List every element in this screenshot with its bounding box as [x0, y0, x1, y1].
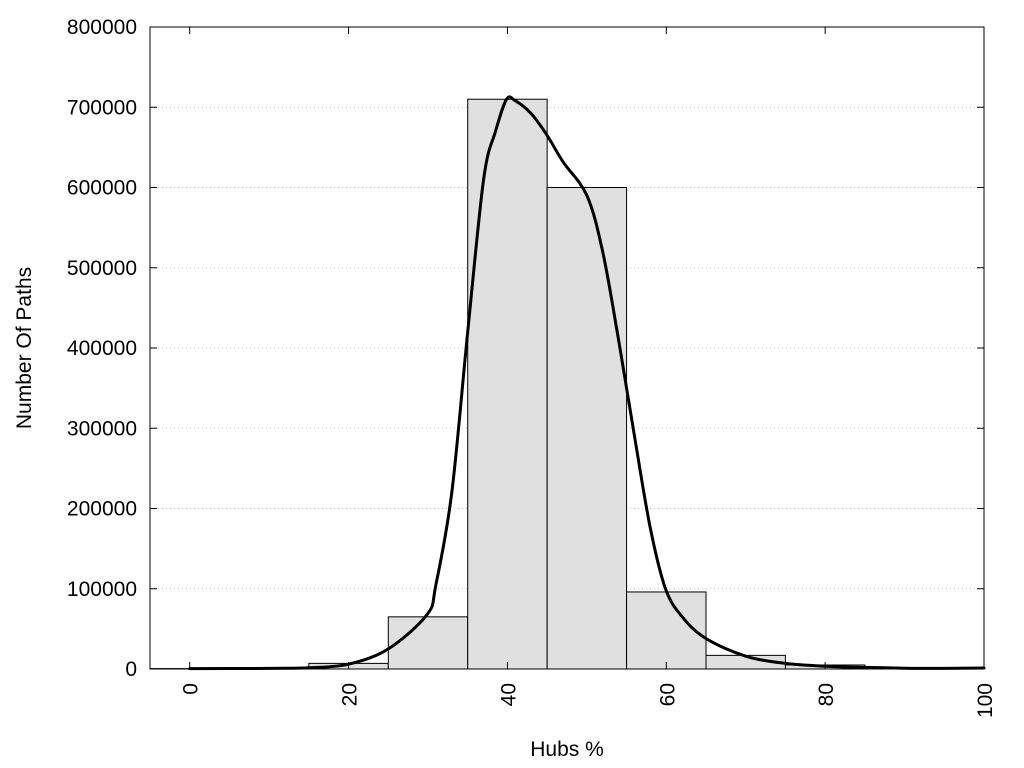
x-axis-title: Hubs % — [530, 738, 604, 761]
x-tick-label-4: 80 — [815, 683, 838, 706]
y-tick-label-1: 100000 — [67, 578, 137, 601]
y-axis-title: Number Of Paths — [13, 267, 36, 429]
x-tick-label-2: 40 — [497, 683, 520, 706]
density-curve-group — [188, 95, 986, 671]
x-tick-label-3: 60 — [656, 683, 679, 706]
y-tick-label-5: 500000 — [67, 257, 137, 280]
y-axis: 0 100000 200000 300000 400000 500000 600000 700… — [67, 16, 984, 681]
histogram-bar-3 — [387, 616, 469, 670]
y-tick-label-2: 200000 — [67, 498, 137, 521]
x-axis: 0 20 40 60 80 100 — [180, 27, 997, 718]
histogram-bars — [149, 98, 985, 670]
x-tick-label-5: 100 — [974, 683, 997, 718]
histogram-bar-5 — [546, 187, 628, 670]
y-tick-label-8: 800000 — [67, 16, 137, 39]
y-tick-label-3: 300000 — [67, 417, 137, 440]
density-curve — [188, 95, 986, 671]
y-tick-label-6: 600000 — [67, 177, 137, 200]
y-tick-label-7: 700000 — [67, 96, 137, 119]
histogram-bar-4 — [467, 98, 548, 670]
x-tick-label-1: 20 — [339, 683, 362, 706]
y-tick-label-4: 400000 — [67, 337, 137, 360]
y-tick-label-0: 0 — [125, 658, 137, 681]
x-tick-label-0: 0 — [180, 683, 203, 695]
